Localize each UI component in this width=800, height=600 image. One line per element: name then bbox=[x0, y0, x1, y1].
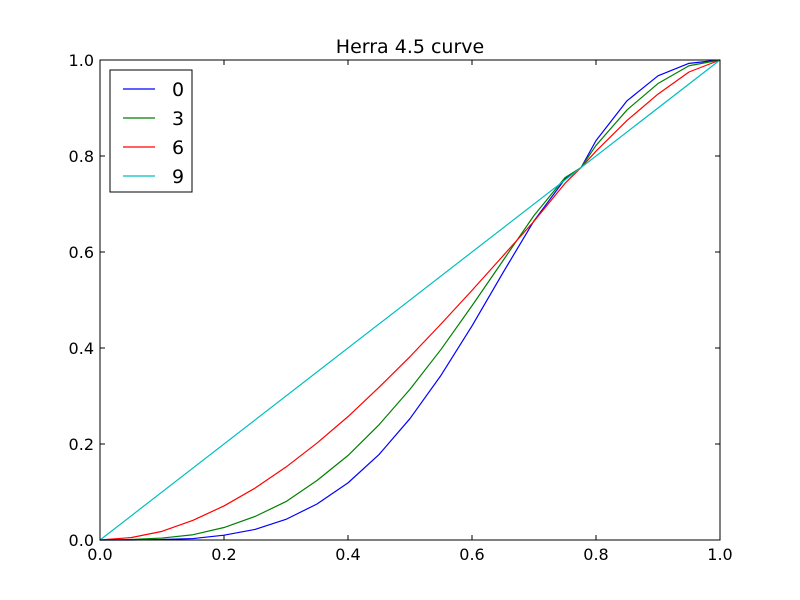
x-tick-label: 0.6 bbox=[459, 545, 484, 564]
series-line-3 bbox=[99, 59, 721, 541]
y-tick-label: 0.2 bbox=[69, 435, 94, 454]
series-line-6 bbox=[99, 59, 721, 541]
x-tick-label: 1.0 bbox=[707, 545, 732, 564]
series-line-9 bbox=[99, 59, 721, 541]
series-layer bbox=[99, 59, 721, 541]
legend: 0 3 6 9 bbox=[109, 69, 193, 193]
x-tick-label: 0.4 bbox=[335, 545, 360, 564]
y-tick-label: 0.8 bbox=[69, 147, 94, 166]
legend-label-9: 9 bbox=[172, 166, 184, 188]
y-tick-label: 1.0 bbox=[69, 51, 94, 70]
legend-box bbox=[109, 69, 193, 193]
series-line-0 bbox=[100, 59, 721, 541]
x-tick-label: 0.2 bbox=[211, 545, 236, 564]
legend-label-6: 6 bbox=[172, 137, 184, 159]
x-tick-label: 0.0 bbox=[87, 545, 112, 564]
legend-label-3: 3 bbox=[172, 108, 184, 130]
tick-layer: 0.0 0.2 0.4 0.6 0.8 1.0 0.0 0.2 0.4 0.6 0.8 1.0 bbox=[69, 51, 733, 564]
plot-frame bbox=[99, 59, 721, 541]
y-tick-label: 0.4 bbox=[69, 339, 94, 358]
x-tick-label: 0.8 bbox=[583, 545, 608, 564]
y-tick-label: 0.6 bbox=[69, 243, 94, 262]
legend-label-0: 0 bbox=[172, 79, 184, 101]
chart-title: Herra 4.5 curve bbox=[336, 36, 484, 58]
y-tick-label: 0.0 bbox=[69, 531, 94, 550]
